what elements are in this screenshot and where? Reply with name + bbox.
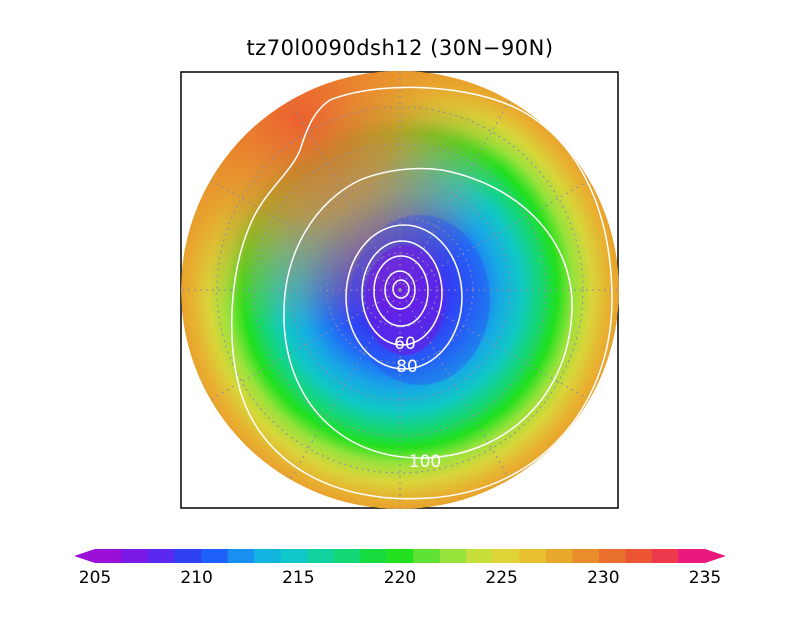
colorbar-swatch (360, 549, 388, 563)
colorbar-swatch (413, 549, 441, 563)
colorbar-swatch (148, 549, 176, 563)
map-title: tz70l0090dsh12 (30N−90N) (246, 36, 554, 60)
colorbar-swatch (227, 549, 255, 563)
contour-label-80: 80 (396, 357, 418, 377)
colorbar-swatch (280, 549, 308, 563)
colorbar-tick-label: 230 (587, 568, 620, 588)
colorbar-swatch (121, 549, 149, 563)
contour-labels: 60 80 100 (394, 334, 441, 472)
colorbar-swatch (95, 549, 123, 563)
colorbar-swatch (201, 549, 229, 563)
colorbar-swatch (519, 549, 547, 563)
colorbar-swatch (307, 549, 335, 563)
colorbar-swatch (625, 549, 653, 563)
colorbar-tick-label: 225 (485, 568, 518, 588)
colorbar-left-arrow (74, 549, 95, 563)
contour-label-100: 100 (409, 452, 441, 472)
colorbar-swatch (651, 549, 680, 563)
colorbar-swatch (492, 549, 520, 563)
colorbar-swatch (545, 549, 573, 563)
colorbar-swatch (254, 549, 282, 563)
colorbar-swatch (386, 549, 414, 563)
colorbar-swatch (333, 549, 361, 563)
colorbar-tick-label: 215 (282, 568, 315, 588)
colorbar-swatch (439, 549, 467, 563)
colorbar-tick-label: 210 (180, 568, 213, 588)
contour-lines (230, 86, 613, 500)
colorbar-swatch (598, 549, 627, 563)
colorbar-swatch (466, 549, 494, 563)
colorbar-swatch (678, 549, 706, 563)
colorbar-tick-label: 220 (383, 568, 417, 588)
contour-label-60: 60 (394, 334, 416, 354)
colorbar-swatch (572, 549, 600, 563)
graticule (181, 71, 619, 509)
colorbar-tick-label: 205 (78, 568, 112, 588)
colorbar-right-arrow (705, 549, 726, 563)
colorbar-swatch (174, 549, 202, 563)
colorbar-tick-label: 235 (688, 568, 722, 588)
